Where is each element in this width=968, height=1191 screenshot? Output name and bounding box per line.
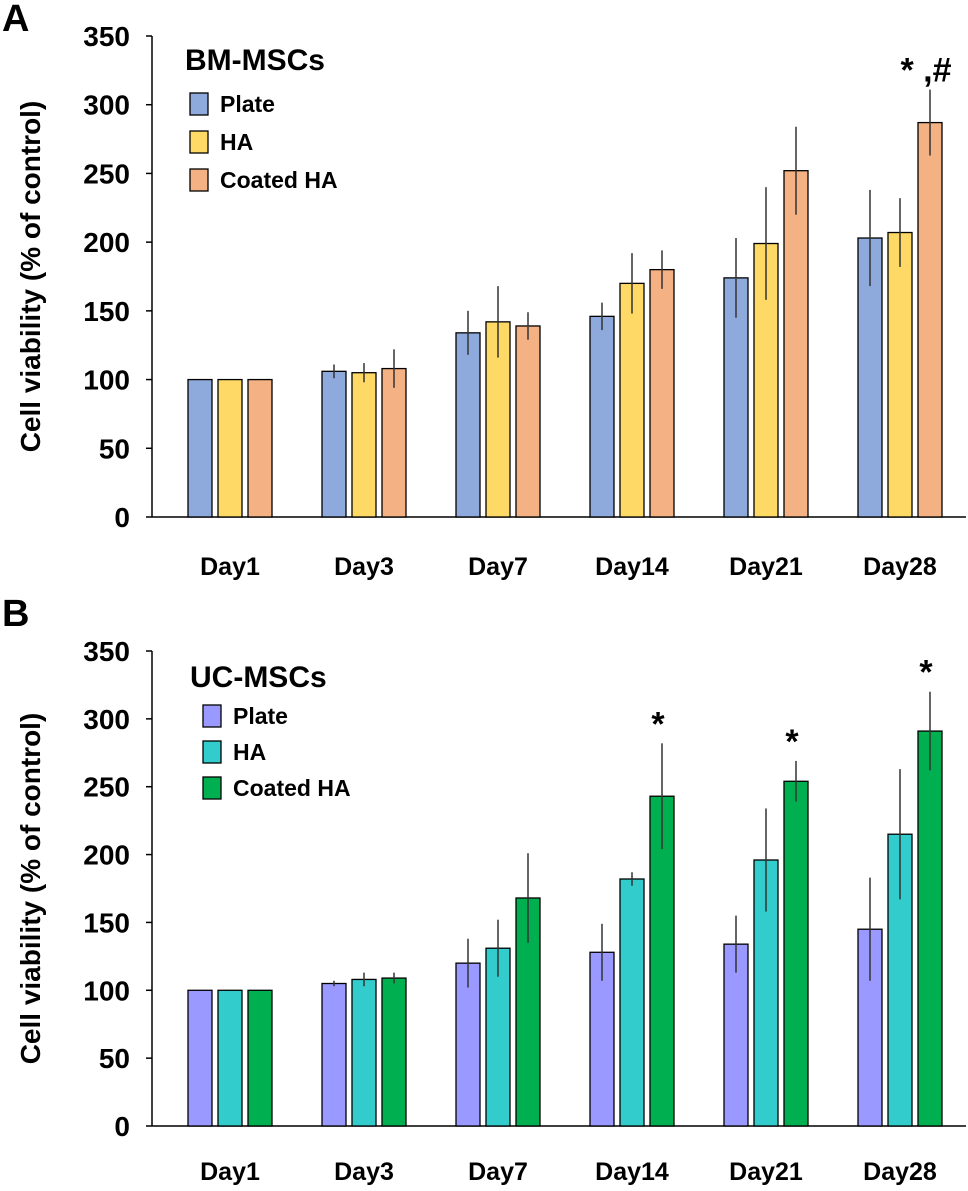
legend-swatch-ha — [189, 130, 209, 154]
x-tick-label-day14: Day14 — [595, 1158, 669, 1186]
bar-ha-day3 — [351, 978, 377, 1127]
legend-swatch-plate — [202, 704, 222, 728]
y-tick-label: 300 — [83, 90, 130, 121]
y-tick-label: 200 — [83, 227, 130, 258]
legend-label-coated-ha: Coated HA — [220, 167, 338, 193]
y-tick-label: 300 — [83, 704, 130, 735]
bar-plate-day1 — [187, 378, 213, 518]
y-tick-label: 250 — [83, 158, 130, 189]
bar-plate-day1 — [187, 989, 213, 1127]
significance-marker: * ,# — [900, 52, 951, 90]
significance-marker: * — [919, 654, 933, 692]
bar-plate-day3 — [321, 982, 347, 1127]
bar-chart-b: 0 50 100 150 200 250 300 350 Cell viability (% o… — [15, 636, 966, 1186]
bar-plate-day21 — [723, 943, 749, 1127]
legend-label-ha: HA — [233, 739, 266, 765]
x-tick-label-day7: Day7 — [468, 553, 528, 581]
bar-coated-ha-day21 — [783, 170, 809, 518]
bar-coated-ha-day1 — [247, 378, 273, 518]
x-tick-label-day7: Day7 — [468, 1158, 528, 1186]
y-tick-label: 0 — [114, 502, 130, 533]
legend-label-ha: HA — [220, 129, 253, 155]
bar-plate-day7 — [455, 332, 481, 518]
y-tick-label: 350 — [83, 636, 130, 667]
bar-coated-ha-day21 — [783, 780, 809, 1127]
x-tick-label-day21: Day21 — [729, 553, 803, 581]
x-tick-label-day28: Day28 — [863, 1158, 937, 1186]
y-tick-label: 350 — [83, 21, 130, 52]
bar-ha-day7 — [485, 947, 511, 1127]
x-tick-label-day21: Day21 — [729, 1158, 803, 1186]
bar-ha-day3 — [351, 372, 377, 518]
bar-plate-day7 — [455, 962, 481, 1127]
legend-label-coated-ha: Coated HA — [233, 775, 351, 801]
bar-ha-day14 — [619, 282, 645, 518]
panel-label-b: B — [2, 593, 30, 635]
legend-swatch-coated-ha — [202, 776, 222, 800]
legend-swatch-ha — [202, 740, 222, 764]
x-tick-label-day3: Day3 — [334, 1158, 394, 1186]
chart-panel-a: A 0 50 100 150 200 250 300 350 Cell viability (%… — [0, 0, 968, 595]
y-axis-label: Cell viability (% of control) — [15, 101, 46, 453]
y-tick-label: 0 — [114, 1111, 130, 1142]
x-tick-label-day28: Day28 — [863, 553, 937, 581]
chart-title: BM-MSCs — [185, 44, 325, 77]
bar-ha-day14 — [619, 878, 645, 1127]
chart-panel-b: B 0 50 100 150 200 250 300 350 Cell viability (%… — [0, 595, 968, 1191]
x-tick-label-day1: Day1 — [200, 1158, 260, 1186]
bar-chart-a: 0 50 100 150 200 250 300 350 Cell viability (% o… — [15, 21, 966, 581]
y-tick-label: 100 — [83, 975, 130, 1006]
y-tick-label: 50 — [99, 433, 130, 464]
legend-label-plate: Plate — [233, 703, 288, 729]
y-tick-label: 150 — [83, 296, 130, 327]
bar-coated-ha-day28 — [917, 730, 943, 1127]
bar-ha-day1 — [217, 378, 243, 518]
x-tick-label-day14: Day14 — [595, 553, 669, 581]
y-axis-label: Cell viability (% of control) — [15, 713, 46, 1065]
y-tick-label: 200 — [83, 840, 130, 871]
panel-label-a: A — [2, 0, 30, 40]
y-tick-label: 250 — [83, 772, 130, 803]
bar-coated-ha-day3 — [381, 977, 407, 1127]
legend-swatch-coated-ha — [189, 168, 209, 192]
bar-coated-ha-day1 — [247, 989, 273, 1127]
legend-swatch-plate — [189, 92, 209, 116]
bar-coated-ha-day28 — [917, 121, 943, 518]
bar-plate-day3 — [321, 370, 347, 518]
bar-coated-ha-day3 — [381, 367, 407, 518]
significance-marker: * — [785, 723, 799, 761]
bar-plate-day14 — [589, 951, 615, 1127]
bar-plate-day14 — [589, 315, 615, 518]
bar-coated-ha-day7 — [515, 325, 541, 518]
x-tick-label-day1: Day1 — [200, 553, 260, 581]
bar-ha-day1 — [217, 989, 243, 1127]
y-tick-label: 50 — [99, 1043, 130, 1074]
y-tick-label: 100 — [83, 365, 130, 396]
x-tick-label-day3: Day3 — [334, 553, 394, 581]
bar-coated-ha-day14 — [649, 268, 675, 518]
chart-title: UC-MSCs — [190, 661, 327, 694]
bar-ha-day28 — [887, 231, 913, 518]
significance-marker: * — [651, 705, 665, 743]
legend-label-plate: Plate — [220, 91, 275, 117]
y-tick-label: 150 — [83, 907, 130, 938]
